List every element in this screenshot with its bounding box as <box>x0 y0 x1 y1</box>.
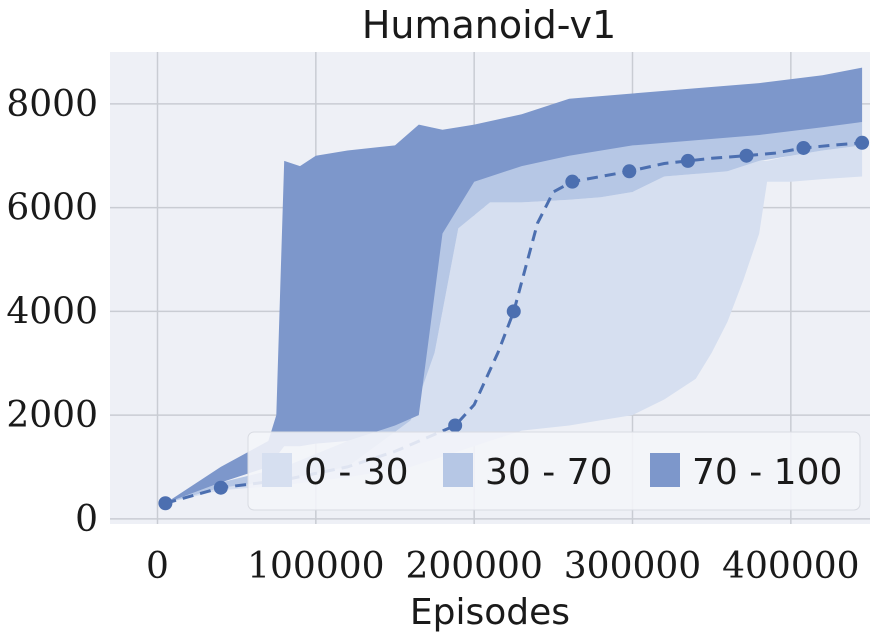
bands <box>165 67 863 504</box>
y-tick-label: 0 <box>75 499 98 540</box>
median-marker <box>622 164 637 179</box>
median-marker <box>855 135 870 150</box>
x-tick-label: 300000 <box>564 546 701 587</box>
y-tick-label: 4000 <box>6 291 98 332</box>
x-tick-label: 200000 <box>405 546 542 587</box>
median-path <box>164 141 863 505</box>
median-line <box>158 135 870 511</box>
legend-swatch <box>443 453 473 487</box>
median-marker <box>565 174 580 189</box>
median-marker <box>739 148 754 163</box>
legend-label: 70 - 100 <box>692 452 842 493</box>
band-70-100 <box>165 67 863 504</box>
legend: 0 - 30 30 - 70 70 - 100 <box>247 431 861 511</box>
legend-label: 30 - 70 <box>485 452 613 493</box>
x-axis-label: Episodes <box>410 592 570 633</box>
legend-swatch <box>262 453 292 487</box>
y-tick-label: 6000 <box>6 188 98 229</box>
chart-title: Humanoid-v1 <box>362 3 616 47</box>
band-0-30 <box>165 145 863 504</box>
legend-swatch <box>650 453 680 487</box>
x-tick-label: 100000 <box>247 546 384 587</box>
y-tick-label: 2000 <box>6 395 98 436</box>
legend-box <box>247 431 861 511</box>
median-marker <box>506 304 521 319</box>
median-marker <box>448 418 463 433</box>
x-tick-label: 400000 <box>722 546 859 587</box>
median-marker <box>158 496 173 511</box>
median-marker <box>213 480 228 495</box>
x-tick-label: 0 <box>146 546 169 587</box>
legend-label: 0 - 30 <box>304 452 409 493</box>
median-marker <box>680 153 695 168</box>
y-tick-label: 8000 <box>6 84 98 125</box>
x-ticks: 0 100000 200000 300000 400000 <box>146 546 860 587</box>
median-marker <box>796 140 811 155</box>
y-ticks: 0 2000 4000 6000 8000 <box>6 84 98 540</box>
band-30-70 <box>165 122 863 504</box>
